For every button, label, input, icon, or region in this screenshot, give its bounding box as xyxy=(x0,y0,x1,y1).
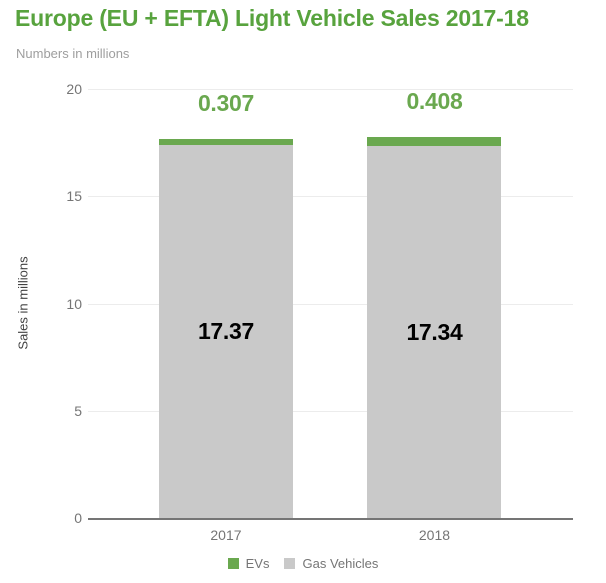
legend-item-evs: EVs xyxy=(227,556,270,571)
gridline-5 xyxy=(88,410,573,412)
bar-2017: 17.37 xyxy=(158,138,293,518)
x-tick-label-2018: 2018 xyxy=(418,527,451,543)
y-tick-label-20: 20 xyxy=(66,81,82,97)
bar-segment-gas-2018: 17.34 xyxy=(367,146,502,518)
gridline-20 xyxy=(88,89,573,90)
y-tick-label-0: 0 xyxy=(74,510,82,526)
x-tick-label-2017: 2017 xyxy=(210,527,242,543)
gas-value-label-2017: 17.37 xyxy=(197,318,254,345)
gridline-10 xyxy=(88,303,573,305)
y-axis-tick-labels: 0 5 10 15 20 xyxy=(0,81,82,526)
chart-subtitle: Numbers in millions xyxy=(16,46,130,61)
bar-segment-evs-2018 xyxy=(367,137,502,147)
bar-2018: 17.34 xyxy=(367,137,502,518)
legend-swatch-gas-vehicles xyxy=(284,558,296,569)
legend-item-gas-vehicles: Gas Vehicles xyxy=(284,556,378,571)
gridline-15 xyxy=(88,196,573,198)
legend-label: EVs xyxy=(245,556,270,571)
y-tick-label-15: 15 xyxy=(66,188,82,205)
legend-label: Gas Vehicles xyxy=(302,556,379,571)
gas-value-label-2018: 17.34 xyxy=(406,318,463,345)
legend-swatch-evs xyxy=(227,558,239,569)
bar-segment-evs-2017 xyxy=(158,138,293,146)
legend: EVs Gas Vehicles xyxy=(0,556,606,571)
plot-area: 17.37 0.307 2017 17.34 0.408 2018 xyxy=(88,88,573,543)
ev-value-label-2017: 0.307 xyxy=(197,89,254,116)
bar-segment-gas-2017: 17.37 xyxy=(158,145,293,518)
ev-value-label-2018: 0.408 xyxy=(406,88,463,115)
chart-title: Europe (EU + EFTA) Light Vehicle Sales 2… xyxy=(15,5,529,31)
y-tick-label-10: 10 xyxy=(66,295,82,312)
y-tick-label-5: 5 xyxy=(74,402,82,419)
